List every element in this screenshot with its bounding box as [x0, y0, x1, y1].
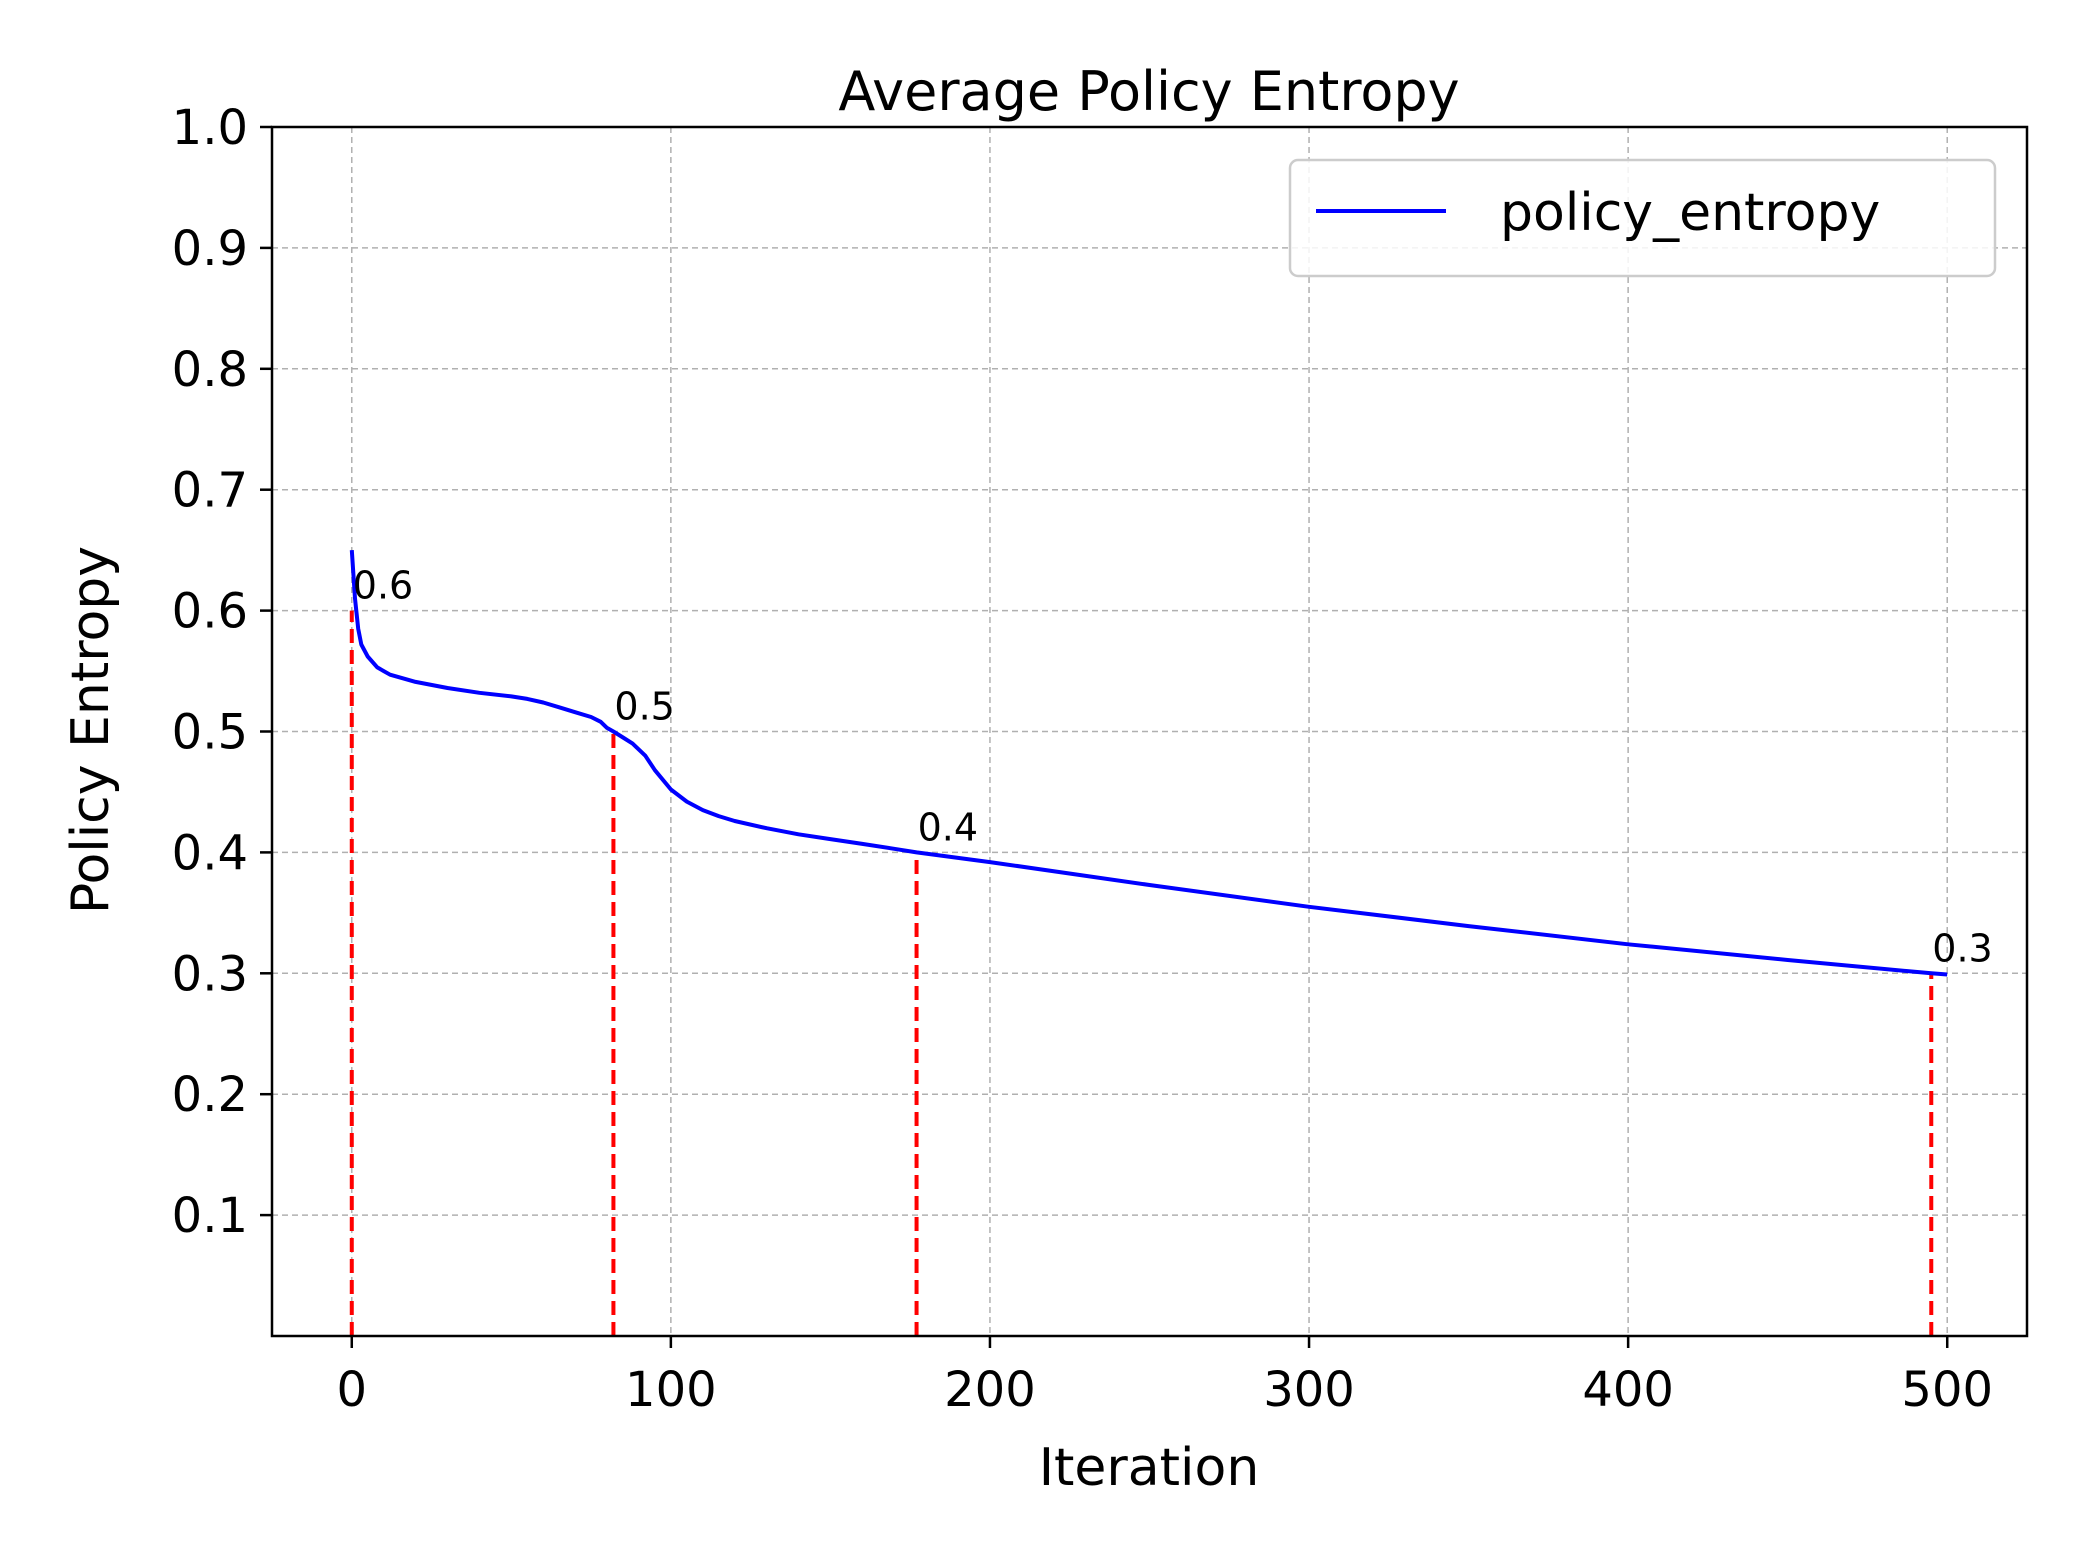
annotation-drop-lines: [349, 610, 1934, 1336]
x-tick-label: 200: [944, 1362, 1036, 1418]
y-tick-label: 1.0: [172, 100, 248, 156]
y-tick-label: 0.9: [172, 221, 248, 277]
y-tick-label: 0.3: [172, 946, 248, 1002]
x-tick-label: 500: [1901, 1362, 1993, 1418]
series-line-policy-entropy: [349, 549, 1948, 977]
y-tick-label: 0.1: [172, 1188, 248, 1244]
x-tick-label: 400: [1582, 1362, 1674, 1418]
annotation-label: 0.4: [918, 805, 978, 849]
x-axis-label: Iteration: [1039, 1438, 1260, 1498]
x-tick-label: 300: [1263, 1362, 1355, 1418]
legend: policy_entropy: [1288, 158, 1997, 278]
series-layer: [349, 549, 1948, 977]
x-tick-label: 0: [336, 1362, 367, 1418]
y-axis-label: Policy Entropy: [61, 546, 121, 914]
x-tick-label: 100: [625, 1362, 717, 1418]
annotation-label: 0.5: [614, 685, 674, 729]
y-tick-label: 0.7: [172, 463, 248, 519]
chart-title: Average Policy Entropy: [838, 60, 1459, 123]
y-tick-label: 0.6: [172, 584, 248, 640]
annotation-label: 0.3: [1932, 926, 1992, 970]
annotation-labels: 0.6 0.5 0.4 0.3: [353, 564, 1993, 971]
legend-label-policy-entropy: policy_entropy: [1500, 183, 1880, 243]
y-tick-label: 0.4: [172, 825, 248, 881]
y-tick-label: 0.2: [172, 1067, 248, 1123]
y-tick-label: 0.5: [172, 705, 248, 761]
y-tick-label: 0.8: [172, 342, 248, 398]
axis-ticks: 0 100 200 300 400 500 0.1 0.2 0.3 0.4 0.5 0.6 0.7 0.8…: [172, 100, 1993, 1418]
legend-box: [1288, 158, 1997, 278]
annotation-label: 0.6: [353, 564, 413, 608]
